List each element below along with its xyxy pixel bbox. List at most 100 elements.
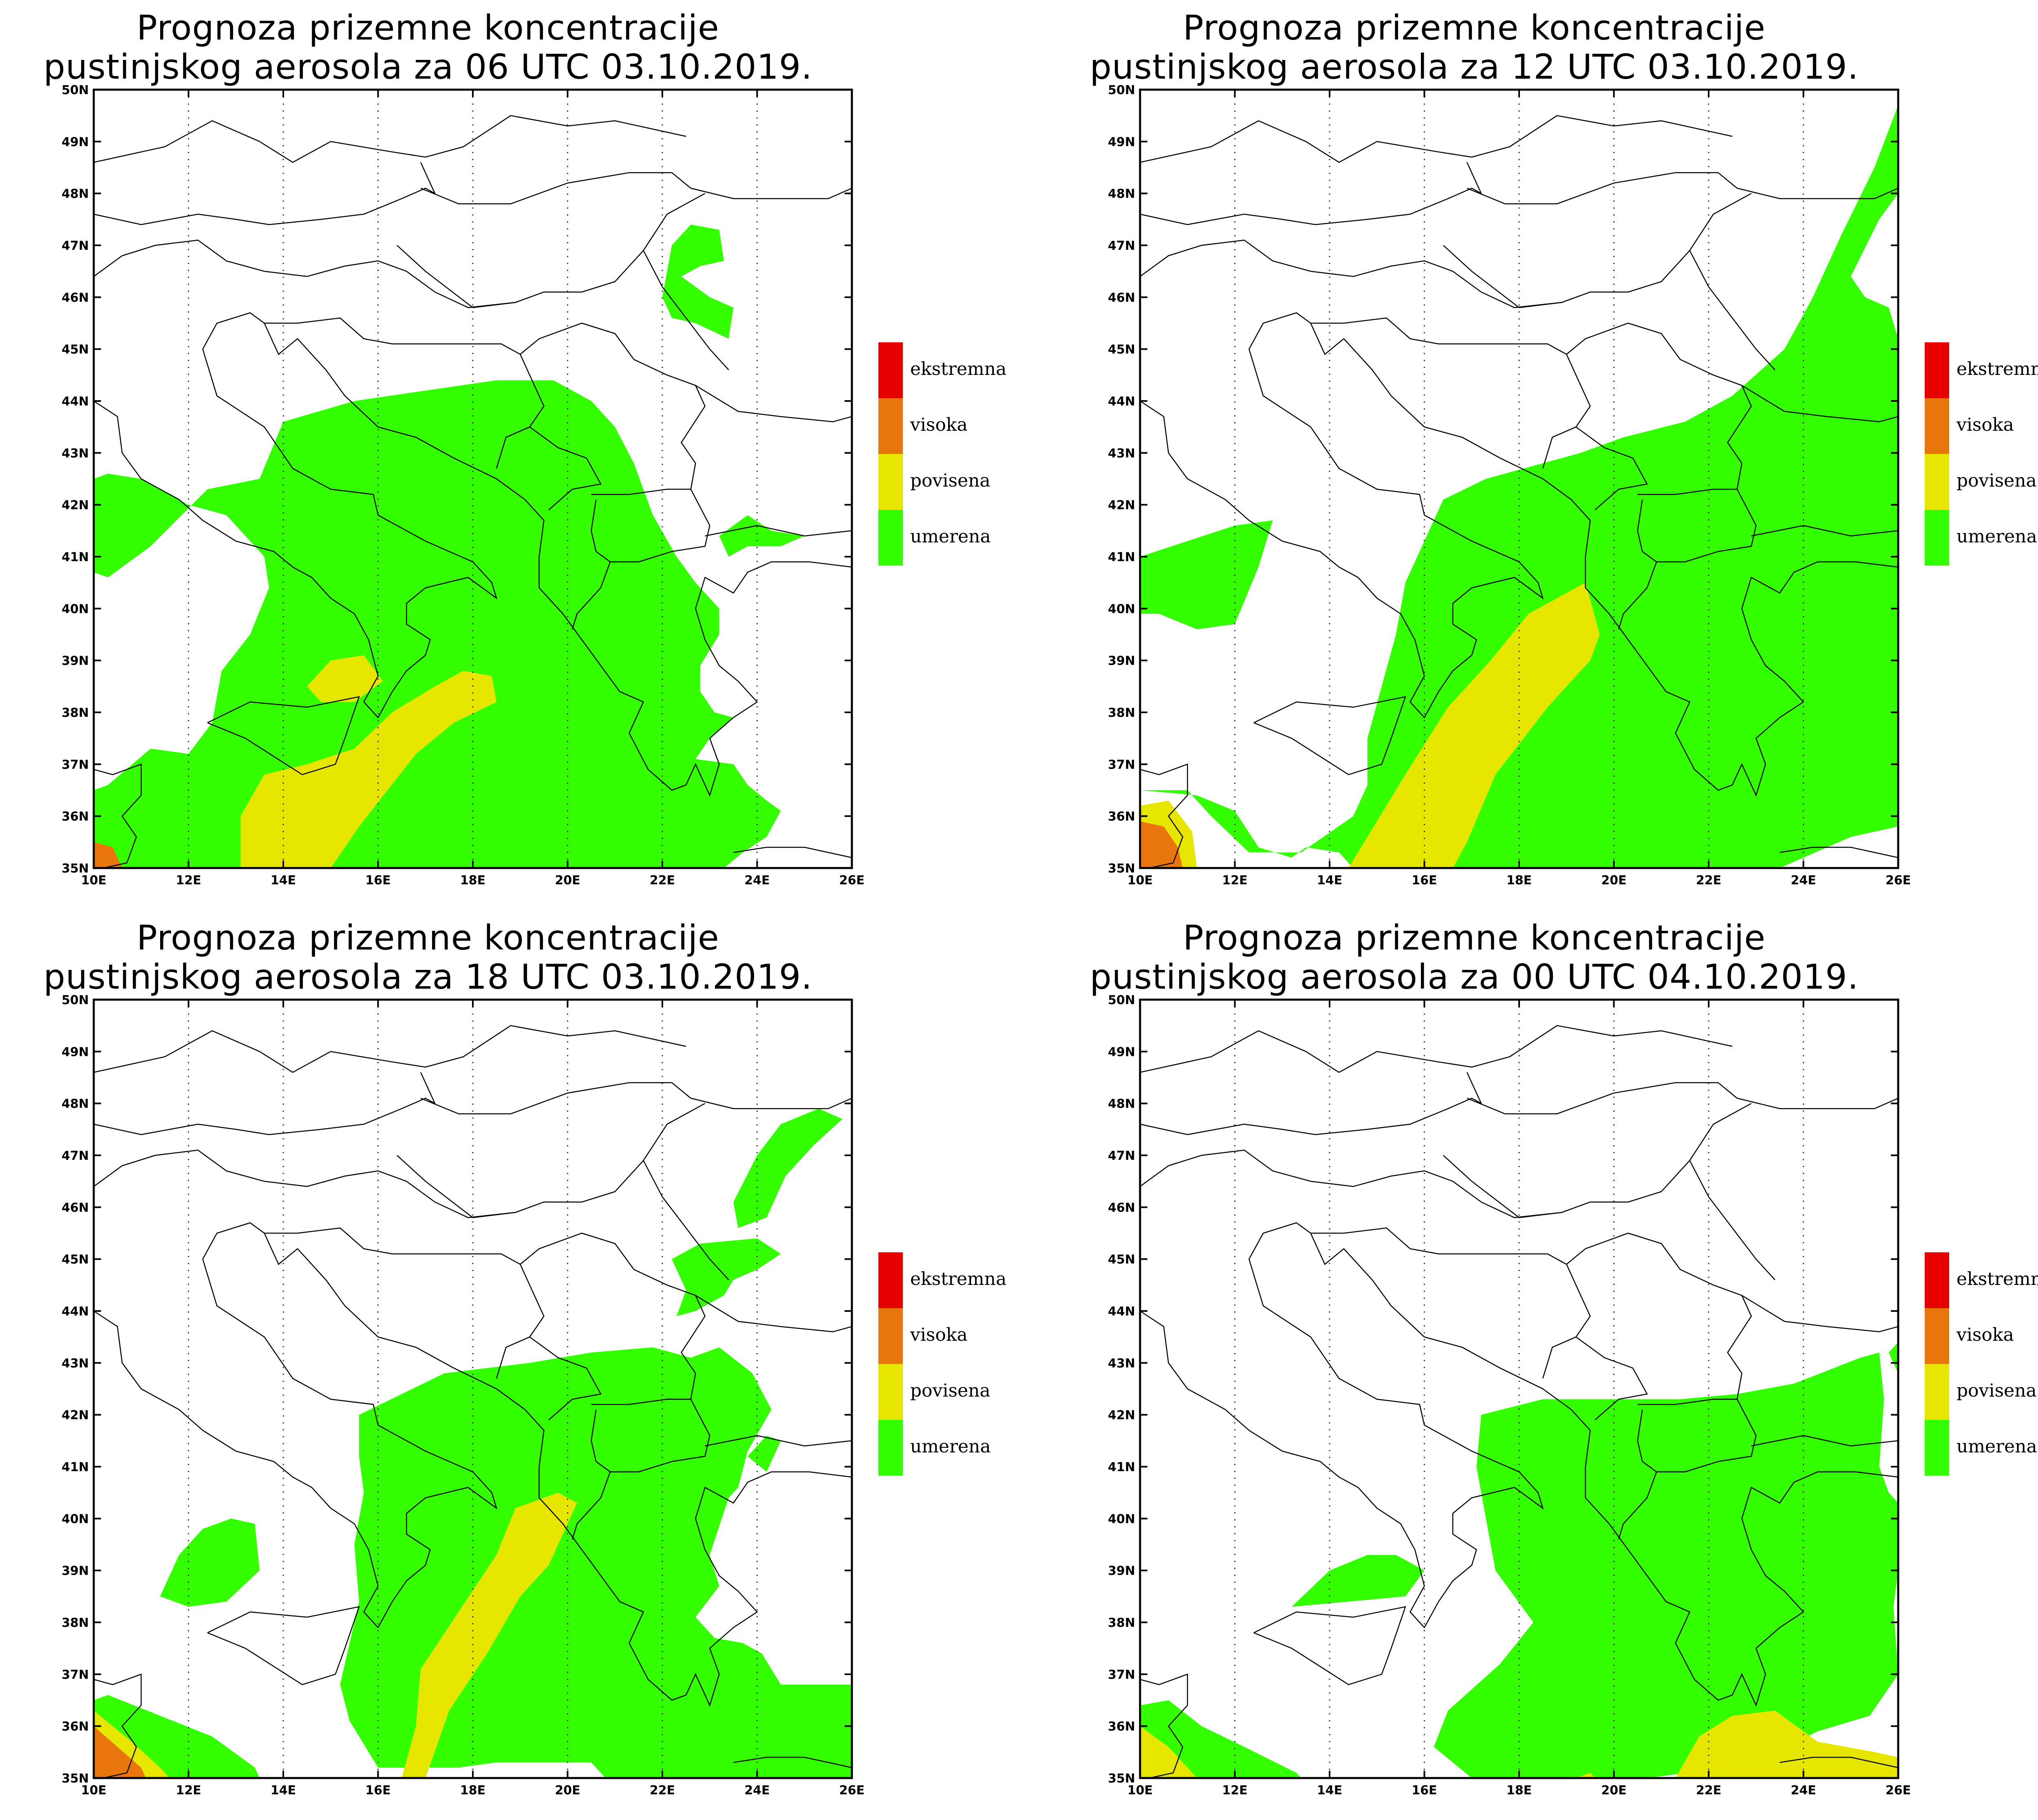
field-umerena-0 <box>1434 1352 1898 1778</box>
lat-label: 48N <box>62 187 89 201</box>
lat-label: 39N <box>1108 1564 1135 1578</box>
lat-label: 41N <box>1108 550 1135 564</box>
border-line <box>1467 1082 1738 1115</box>
border-line <box>1310 260 1562 308</box>
legend-label-povisena: povisena <box>910 1380 990 1401</box>
border-line <box>1140 763 1188 869</box>
lat-label: 39N <box>62 1564 89 1578</box>
border-line <box>643 1160 729 1280</box>
legend-swatch-ekstremna <box>1925 1252 1949 1308</box>
lat-label: 35N <box>1108 862 1135 876</box>
lat-label: 38N <box>62 1616 89 1630</box>
legend-swatch-ekstremna <box>878 1252 903 1308</box>
lon-label: 18E <box>1506 873 1532 888</box>
lon-label: 24E <box>1791 873 1816 888</box>
legend-swatch-visoka <box>878 1308 903 1364</box>
border-line <box>1140 1025 1733 1073</box>
lat-label: 38N <box>62 706 89 720</box>
border-line <box>571 1472 611 1540</box>
lat-label: 41N <box>1108 1460 1135 1474</box>
lat-label: 37N <box>1108 1668 1135 1682</box>
border-line <box>420 1082 691 1115</box>
forecast-panel-06utc: Prognoza prizemne koncentracije pustinjs… <box>0 0 1046 910</box>
lat-label: 48N <box>1108 1097 1135 1111</box>
border-line <box>690 1097 852 1109</box>
lat-label: 45N <box>62 343 89 357</box>
legend-swatch-visoka <box>1925 398 1949 454</box>
lon-label: 20E <box>1601 873 1626 888</box>
map-svg: 10E 12E 14E 16E 18E 20E 22E 24E 26E 35N 36N 37N 38N 3… <box>62 83 865 888</box>
panel-title: Prognoza prizemne koncentracije pustinjs… <box>1046 8 1902 86</box>
lat-label: 48N <box>1108 187 1135 201</box>
border-line <box>1751 1435 1899 1447</box>
legend-label-ekstremna: ekstremna <box>1956 1269 2038 1289</box>
legend-label-umerena: umerena <box>1956 1436 2037 1457</box>
legend-swatch-povisena <box>1925 454 1949 510</box>
border-line <box>591 489 691 495</box>
lat-label: 43N <box>1108 446 1135 461</box>
field-umerena-3 <box>1888 1342 1898 1373</box>
field-povisena-0 <box>401 1492 577 1778</box>
field-umerena-1 <box>1140 105 1898 868</box>
lat-label: 36N <box>1108 1720 1135 1734</box>
legend-swatch-umerena <box>878 510 903 566</box>
field-umerena-4 <box>733 1108 843 1228</box>
map-svg: 10E 12E 14E 16E 18E 20E 22E 24E 26E 35N 36N 37N 38N 3… <box>1108 993 1911 1798</box>
border-line <box>705 1435 852 1447</box>
lat-label: 50N <box>62 993 89 1007</box>
lon-label: 18E <box>460 1783 485 1798</box>
panel-title-line2: pustinjskog aerosola za 18 UTC 03.10.201… <box>43 957 813 997</box>
border-line <box>643 250 729 370</box>
border-line <box>695 1295 852 1333</box>
lat-label: 36N <box>62 810 89 824</box>
lat-label: 41N <box>62 550 89 564</box>
border-line <box>1741 1295 1899 1333</box>
legend-label-povisena: povisena <box>910 470 990 491</box>
lon-label: 26E <box>1886 873 1911 888</box>
lon-label: 18E <box>1506 1783 1532 1798</box>
field-umerena-1 <box>662 225 734 339</box>
lat-label: 42N <box>1108 498 1135 513</box>
lat-label: 40N <box>62 602 89 616</box>
lon-label: 10E <box>81 873 106 888</box>
legend-label-visoka: visoka <box>1956 414 2014 435</box>
border-line <box>1575 426 1648 511</box>
border-line <box>207 1606 360 1686</box>
lon-label: 14E <box>271 873 296 888</box>
border-line <box>264 317 545 469</box>
border-line <box>1637 1399 1737 1405</box>
panel-title: Prognoza prizemne koncentracije pustinjs… <box>0 8 856 86</box>
border-line <box>1140 162 1482 225</box>
border-line <box>1751 525 1899 537</box>
panel-title-line1: Prognoza prizemne koncentracije <box>1183 918 1766 958</box>
lon-label: 22E <box>1696 1783 1721 1798</box>
border-line <box>1618 1472 1657 1540</box>
legend-swatch-povisena <box>878 1364 903 1420</box>
border-line <box>1737 187 1899 199</box>
legend-swatch-povisena <box>878 454 903 510</box>
border-line <box>1140 239 1311 277</box>
border-line <box>1443 193 1752 308</box>
border-line <box>93 1222 852 1707</box>
legend-label-umerena: umerena <box>910 526 991 547</box>
border-line <box>93 1072 436 1135</box>
lat-label: 39N <box>1108 654 1135 668</box>
lat-label: 46N <box>62 291 89 305</box>
lon-label: 22E <box>650 873 675 888</box>
lat-label: 49N <box>1108 135 1135 149</box>
lat-label: 35N <box>62 862 89 876</box>
lat-label: 44N <box>62 394 89 409</box>
lon-label: 16E <box>1412 1783 1437 1798</box>
forecast-panel-00utc: Prognoza prizemne koncentracije pustinjs… <box>1046 910 2038 1820</box>
border-line <box>1140 1673 1188 1779</box>
field-povisena-2 <box>1576 1773 1595 1778</box>
lon-label: 10E <box>1127 1783 1153 1798</box>
lon-label: 14E <box>1317 873 1342 888</box>
border-line <box>93 1025 686 1073</box>
lat-label: 44N <box>62 1304 89 1319</box>
border-line <box>1618 562 1657 630</box>
legend-label-umerena: umerena <box>910 1436 991 1457</box>
field-povisena-0 <box>1348 582 1600 868</box>
lat-label: 36N <box>62 1720 89 1734</box>
border-line <box>1741 385 1899 423</box>
